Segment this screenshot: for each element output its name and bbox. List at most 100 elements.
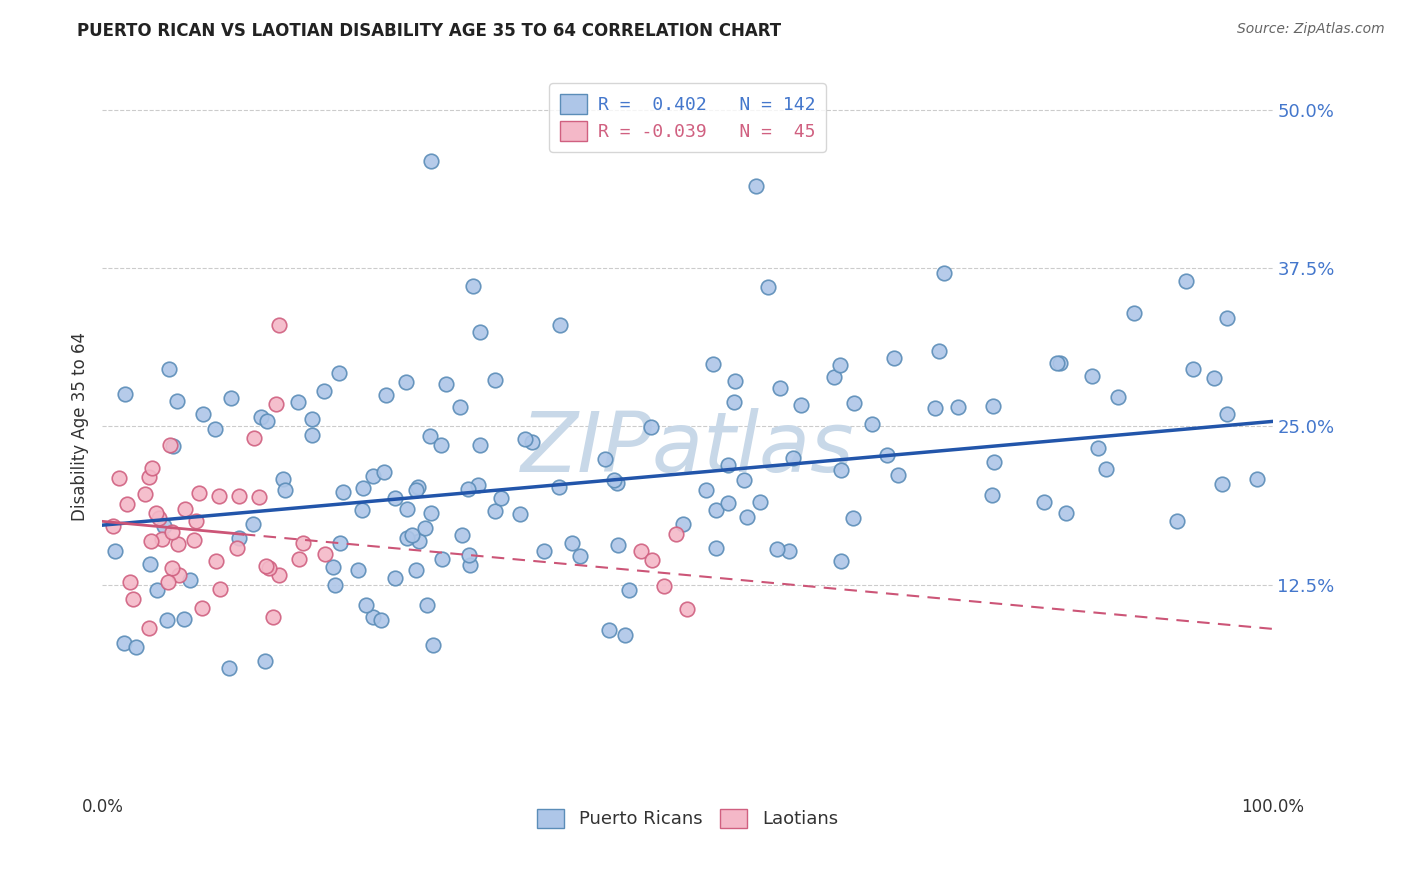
Point <box>932 266 955 280</box>
Point <box>484 373 506 387</box>
Point <box>405 563 427 577</box>
Point <box>1107 390 1129 404</box>
Point <box>1095 462 1118 476</box>
Point <box>122 591 145 606</box>
Point <box>652 579 675 593</box>
Point <box>226 541 249 556</box>
Point <box>112 636 135 650</box>
Point <box>186 514 208 528</box>
Point <box>370 613 392 627</box>
Point <box>603 473 626 487</box>
Point <box>405 483 427 498</box>
Point <box>243 431 266 445</box>
Point <box>876 449 898 463</box>
Point <box>117 497 139 511</box>
Point <box>548 318 571 332</box>
Point <box>1054 506 1077 520</box>
Point <box>593 452 616 467</box>
Point <box>108 471 131 485</box>
Point <box>1087 441 1109 455</box>
Point <box>607 538 630 552</box>
Point <box>844 396 866 410</box>
Point <box>983 455 1005 469</box>
Point <box>187 486 209 500</box>
Point <box>789 398 811 412</box>
Point <box>672 517 695 532</box>
Point <box>457 548 479 562</box>
Point <box>138 557 160 571</box>
Point <box>183 533 205 547</box>
Text: ZIPatlas: ZIPatlas <box>520 408 855 489</box>
Point <box>419 429 441 443</box>
Point <box>361 469 384 483</box>
Point <box>561 535 583 549</box>
Point <box>860 417 883 431</box>
Point <box>416 598 439 612</box>
Point <box>287 394 309 409</box>
Point <box>641 553 664 567</box>
Point <box>146 583 169 598</box>
Point <box>125 640 148 654</box>
Point <box>312 384 335 399</box>
Point <box>467 478 489 492</box>
Point <box>228 489 250 503</box>
Point <box>830 463 852 477</box>
Point <box>254 654 277 668</box>
Point <box>778 543 800 558</box>
Point <box>262 610 284 624</box>
Point <box>457 482 479 496</box>
Point <box>1046 356 1069 370</box>
Point <box>1211 477 1233 491</box>
Point <box>395 375 418 389</box>
Point <box>606 475 628 490</box>
Point <box>463 278 485 293</box>
Point <box>468 437 491 451</box>
Point <box>208 489 231 503</box>
Point <box>208 582 231 597</box>
Point <box>395 502 418 516</box>
Point <box>723 395 745 409</box>
Point <box>1216 407 1239 421</box>
Point <box>613 628 636 642</box>
Point <box>150 533 173 547</box>
Point <box>204 553 226 567</box>
Point <box>1175 274 1198 288</box>
Point <box>1202 370 1225 384</box>
Point <box>406 480 429 494</box>
Point <box>415 521 437 535</box>
Point <box>269 318 291 333</box>
Point <box>717 496 740 510</box>
Point <box>1049 356 1071 370</box>
Point <box>598 623 620 637</box>
Point <box>148 510 170 524</box>
Point <box>301 412 323 426</box>
Y-axis label: Disability Age 35 to 64: Disability Age 35 to 64 <box>72 332 89 521</box>
Point <box>166 394 188 409</box>
Point <box>157 362 180 376</box>
Point <box>269 567 291 582</box>
Point <box>769 381 792 395</box>
Point <box>980 488 1002 502</box>
Point <box>167 568 190 582</box>
Point <box>434 377 457 392</box>
Point <box>329 535 352 549</box>
Point <box>782 451 804 466</box>
Point <box>704 503 727 517</box>
Point <box>179 573 201 587</box>
Text: PUERTO RICAN VS LAOTIAN DISABILITY AGE 35 TO 64 CORRELATION CHART: PUERTO RICAN VS LAOTIAN DISABILITY AGE 3… <box>77 22 782 40</box>
Point <box>160 560 183 574</box>
Point <box>141 461 163 475</box>
Point <box>138 621 160 635</box>
Point <box>274 483 297 497</box>
Text: Source: ZipAtlas.com: Source: ZipAtlas.com <box>1237 22 1385 37</box>
Point <box>271 472 294 486</box>
Point <box>547 480 569 494</box>
Legend: Puerto Ricans, Laotians: Puerto Ricans, Laotians <box>530 801 845 836</box>
Point <box>256 414 278 428</box>
Point <box>617 583 640 598</box>
Point <box>470 325 492 339</box>
Point <box>451 527 474 541</box>
Point <box>247 491 270 505</box>
Point <box>104 543 127 558</box>
Point <box>887 467 910 482</box>
